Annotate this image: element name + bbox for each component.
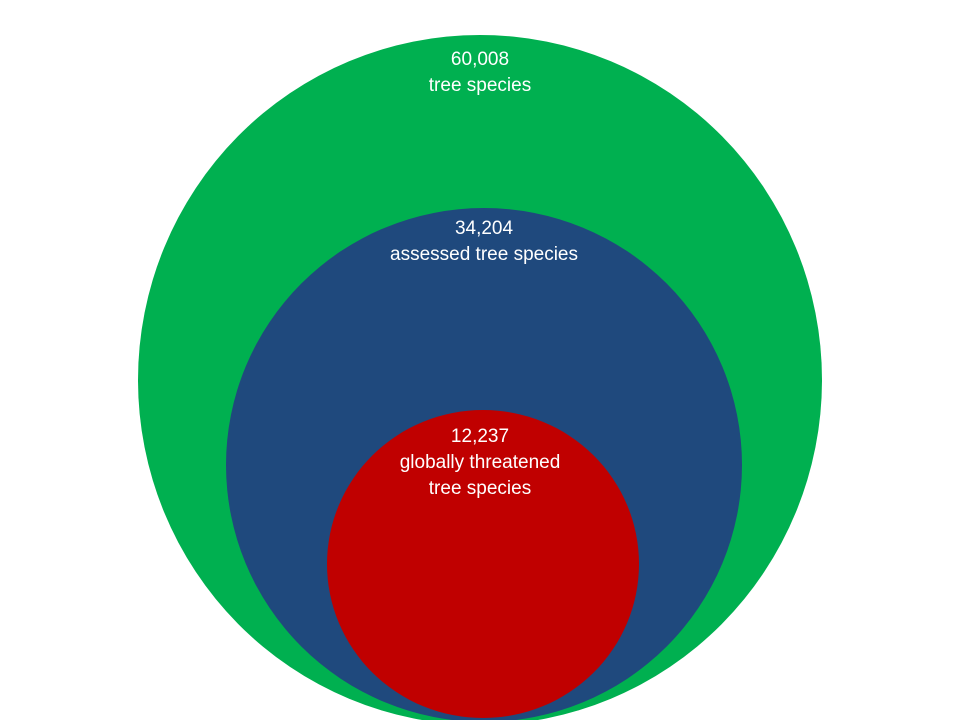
caption-all-tree-species: tree species [428, 75, 532, 96]
label-threatened-tree-species: 12,237 globally threatened tree species [400, 424, 561, 502]
count-threatened-tree-species: 12,237 [450, 426, 510, 447]
count-all-tree-species: 60,008 [450, 49, 510, 70]
label-all-tree-species: 60,008 tree species [429, 47, 531, 99]
circle-threatened-tree-species [327, 410, 639, 718]
count-assessed-tree-species: 34,204 [454, 218, 514, 239]
caption-threatened-line-1: globally threatened [399, 452, 561, 473]
label-assessed-tree-species: 34,204 assessed tree species [390, 216, 578, 268]
caption-assessed-tree-species: assessed tree species [390, 244, 578, 265]
caption-threatened-line-2: tree species [428, 478, 532, 499]
